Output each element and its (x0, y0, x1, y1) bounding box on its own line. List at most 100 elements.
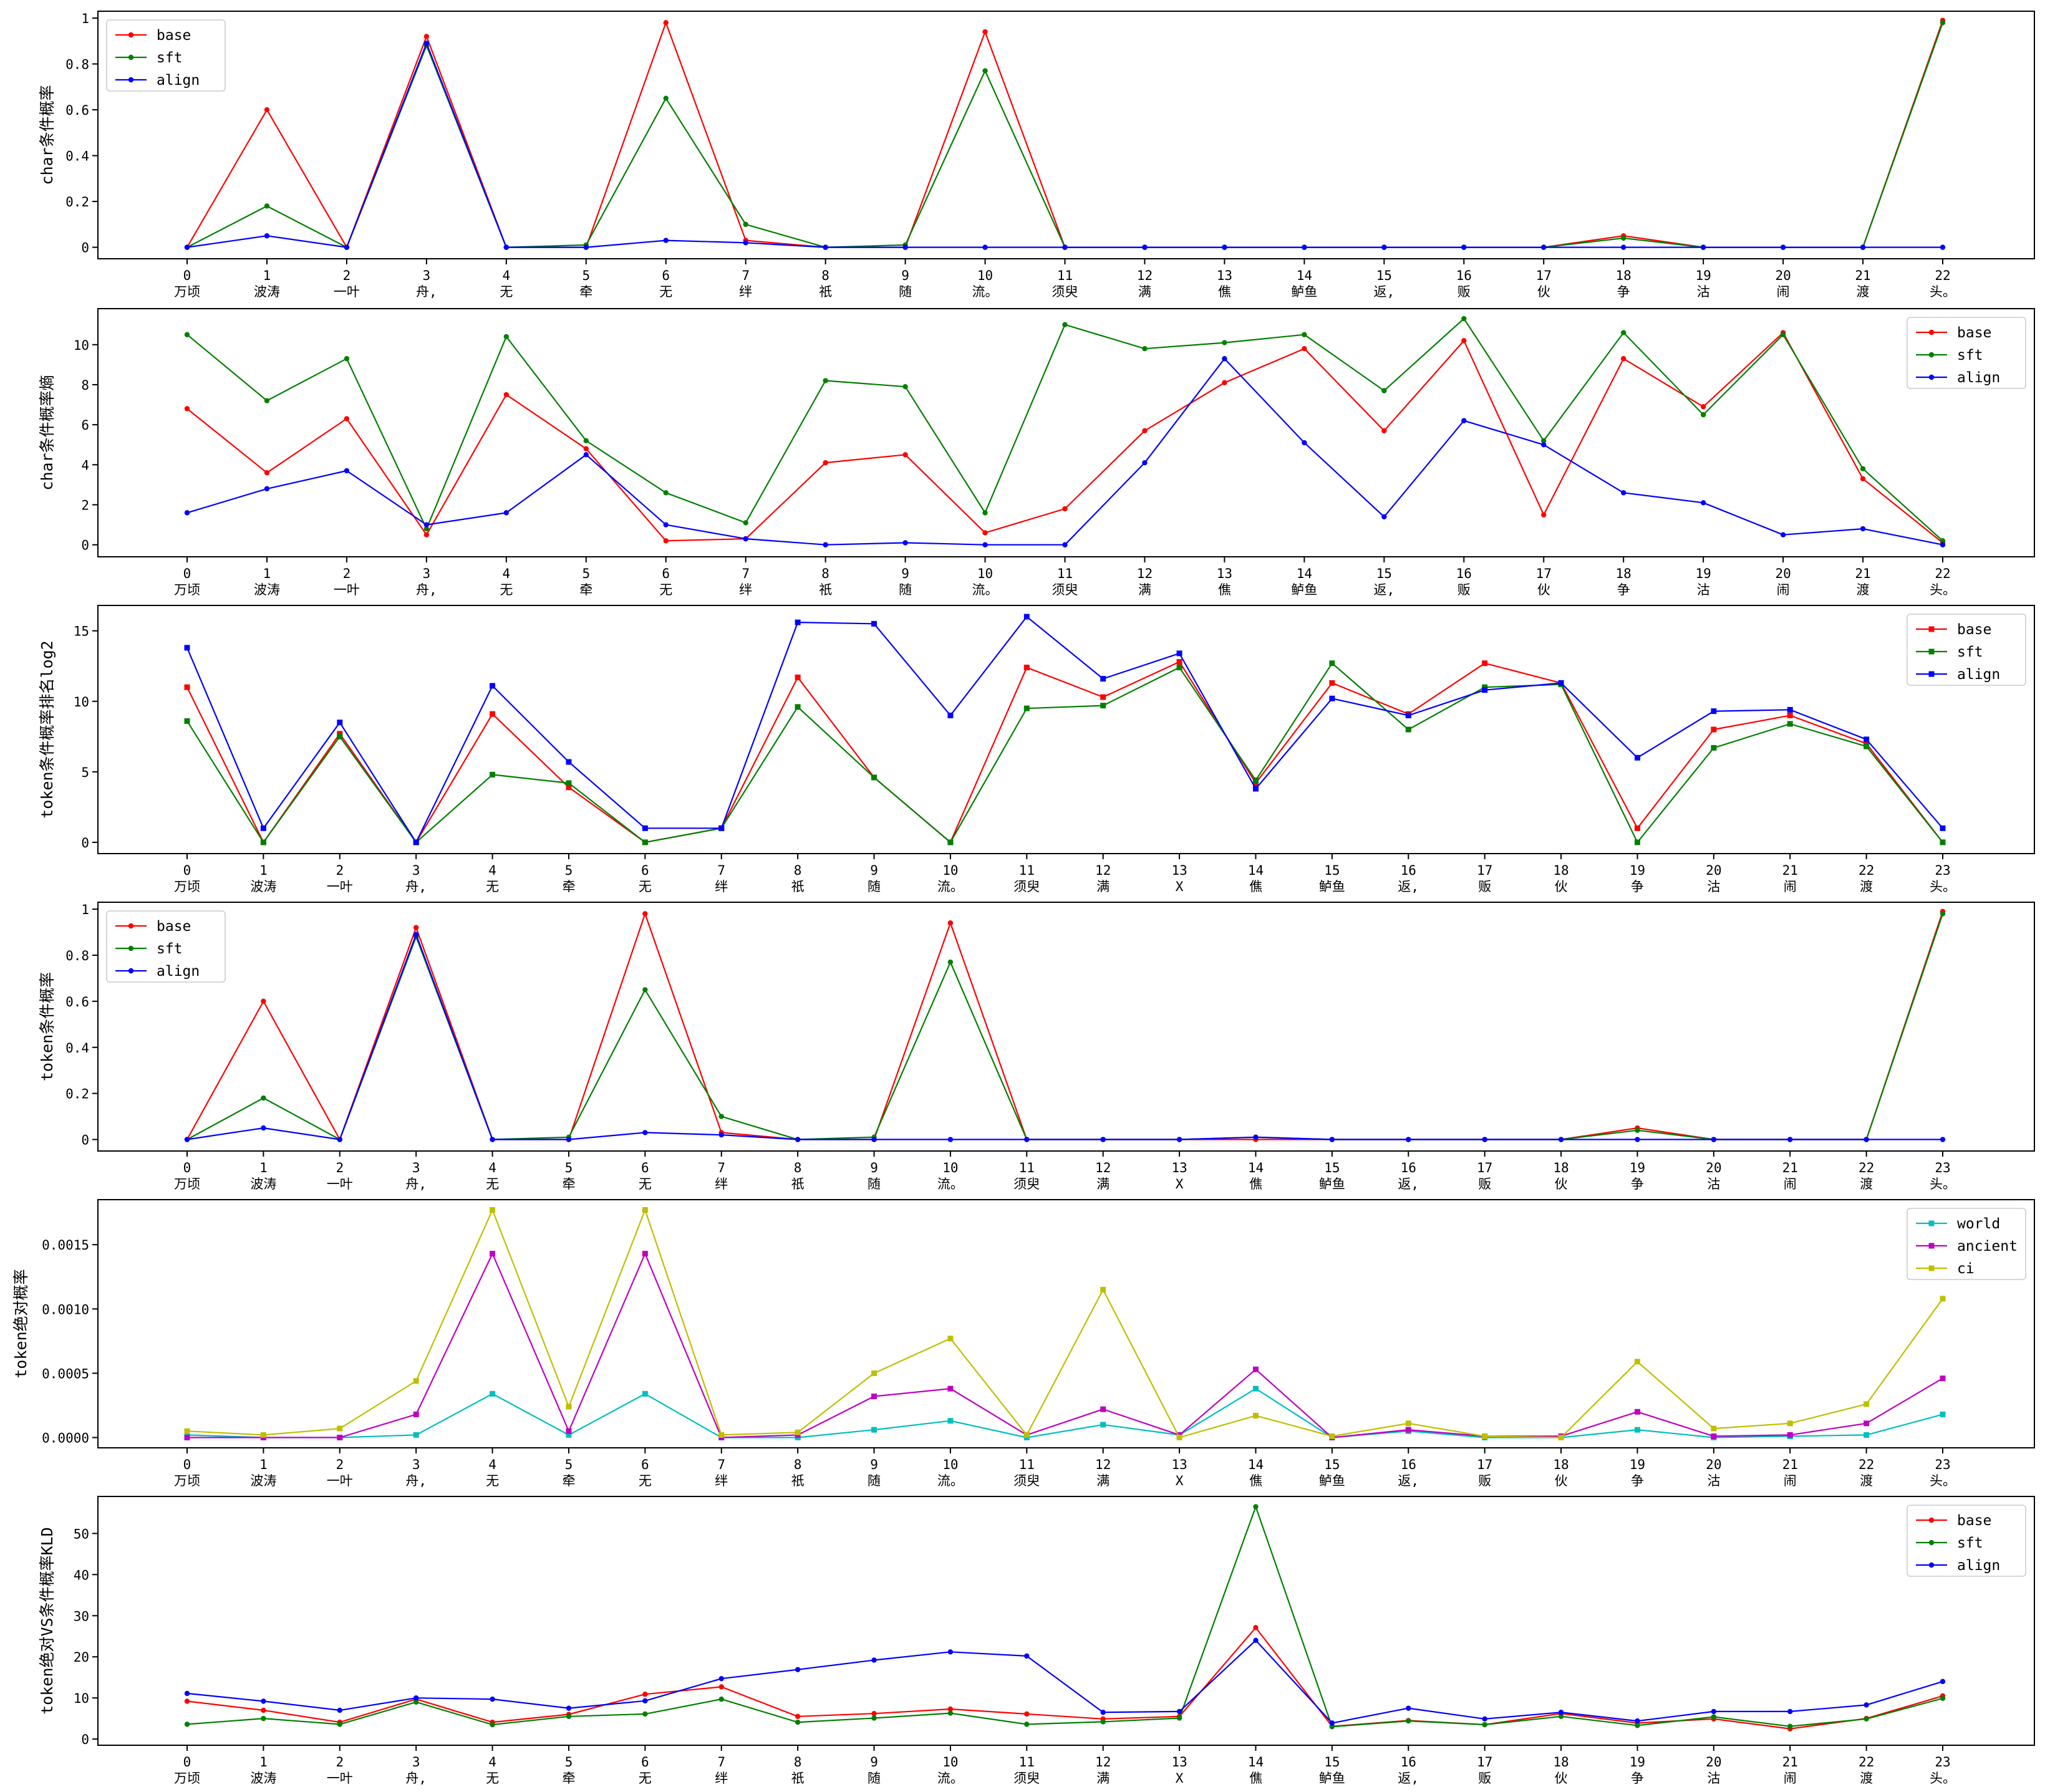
x-category-label: 绊 (739, 284, 752, 299)
x-category-label: 贩 (1478, 1177, 1491, 1192)
data-point-base (795, 674, 801, 680)
legend-label: align (1957, 370, 2000, 386)
y-tick-label: 0.2 (65, 195, 89, 210)
x-category-label: 须臾 (1052, 582, 1078, 597)
y-tick-label: 0.0000 (42, 1431, 89, 1446)
legend-label: sft (1957, 644, 1983, 660)
x-category-label: 祇 (791, 879, 805, 894)
x-category-label: 无 (486, 1177, 499, 1192)
x-category-label: 牵 (562, 1473, 575, 1488)
data-point-align (583, 244, 589, 250)
x-tick-label: 1 (259, 1160, 268, 1175)
x-tick-label: 16 (1401, 1160, 1416, 1175)
data-point-base (184, 1698, 190, 1704)
x-category-label: 头。 (1930, 582, 1956, 597)
data-point-sft (260, 839, 266, 845)
data-point-sft (1405, 726, 1411, 733)
x-category-label: 舟, (405, 1177, 427, 1192)
data-point-base (1062, 506, 1068, 512)
x-tick-label: 17 (1477, 1755, 1492, 1770)
data-point-base (871, 1711, 877, 1717)
x-category-label: 流。 (937, 1771, 964, 1786)
data-point-base (663, 538, 669, 544)
x-tick-label: 11 (1057, 566, 1073, 581)
data-point-sft (871, 774, 877, 781)
x-tick-label: 8 (794, 1457, 802, 1472)
data-point-align (1329, 1720, 1335, 1726)
x-category-label: 返, (1398, 1771, 1419, 1786)
x-tick-label: 21 (1855, 566, 1870, 581)
x-tick-label: 10 (977, 566, 993, 581)
x-tick-label: 11 (1019, 863, 1035, 878)
data-point-sft (1023, 705, 1030, 711)
data-point-align (642, 1698, 648, 1703)
data-point-align (1940, 542, 1946, 547)
x-category-label: 鲈鱼 (1319, 879, 1345, 894)
data-point-align (823, 244, 828, 250)
y-tick-label: 5 (81, 765, 89, 780)
x-category-label: 贩 (1478, 1473, 1491, 1488)
x-tick-label: 2 (336, 1457, 344, 1472)
x-category-label: 鲈鱼 (1291, 284, 1317, 299)
data-point-sft (1635, 1723, 1640, 1728)
x-tick-label: 10 (942, 1755, 958, 1770)
y-tick-label: 0.0005 (42, 1366, 89, 1381)
data-point-align (1253, 1637, 1259, 1644)
x-tick-label: 21 (1782, 863, 1798, 878)
y-tick-label: 8 (81, 378, 89, 393)
plot-frame (97, 1199, 2035, 1448)
plot-frame (97, 11, 2035, 259)
y-tick-label: 1 (81, 902, 89, 917)
data-point-ci (1176, 1435, 1182, 1441)
x-category-label: 争 (1617, 284, 1630, 299)
plot-frame (97, 605, 2035, 854)
x-tick-label: 5 (565, 1457, 573, 1472)
data-point-align (1864, 1702, 1869, 1708)
data-point-align (1558, 680, 1564, 686)
data-point-align (1302, 244, 1307, 250)
data-point-ancient (413, 1411, 419, 1417)
data-point-sft (1482, 684, 1488, 690)
x-tick-label: 4 (502, 566, 510, 581)
data-point-sft (743, 520, 748, 526)
data-point-world (871, 1427, 877, 1433)
x-category-label: 满 (1096, 1771, 1110, 1786)
x-category-label: 贩 (1458, 284, 1471, 299)
data-point-align (260, 825, 266, 831)
data-point-ci (1100, 1286, 1106, 1293)
x-tick-label: 19 (1630, 863, 1645, 878)
y-tick-label: 40 (74, 1568, 89, 1582)
legend-label: sft (1957, 347, 1983, 364)
x-category-label: 绊 (715, 1473, 728, 1488)
x-tick-label: 18 (1553, 1457, 1569, 1472)
x-tick-label: 6 (641, 1160, 649, 1175)
data-point-align (184, 645, 190, 651)
data-point-sft (413, 1699, 419, 1705)
data-point-sft (1558, 1713, 1564, 1720)
x-tick-label: 17 (1536, 268, 1552, 283)
series-line-ancient (187, 1253, 1943, 1438)
x-category-label: 祇 (791, 1771, 805, 1786)
data-point-align (982, 542, 988, 547)
legend: base sft align (1907, 1505, 2026, 1577)
data-point-sft (642, 987, 648, 993)
x-tick-label: 23 (1935, 863, 1950, 878)
data-point-world (947, 1418, 954, 1424)
data-point-align (718, 1132, 724, 1138)
series-align (184, 932, 1946, 1142)
data-point-base (1634, 825, 1640, 831)
data-point-align (1302, 440, 1307, 446)
x-category-label: 头。 (1930, 284, 1956, 299)
legend-label: world (1957, 1216, 2000, 1232)
x-tick-label: 18 (1553, 863, 1569, 878)
legend-marker (128, 32, 134, 38)
x-category-label: 万顷 (174, 582, 200, 597)
x-category-label: 满 (1096, 1473, 1110, 1488)
data-point-align (1024, 1653, 1030, 1659)
x-tick-label: 21 (1782, 1160, 1798, 1175)
x-category-label: 无 (639, 1771, 652, 1786)
data-point-sft (1700, 412, 1706, 418)
data-point-sft (1253, 1504, 1259, 1510)
x-category-label: 闹 (1777, 284, 1790, 299)
y-tick-label: 0 (81, 1732, 89, 1747)
